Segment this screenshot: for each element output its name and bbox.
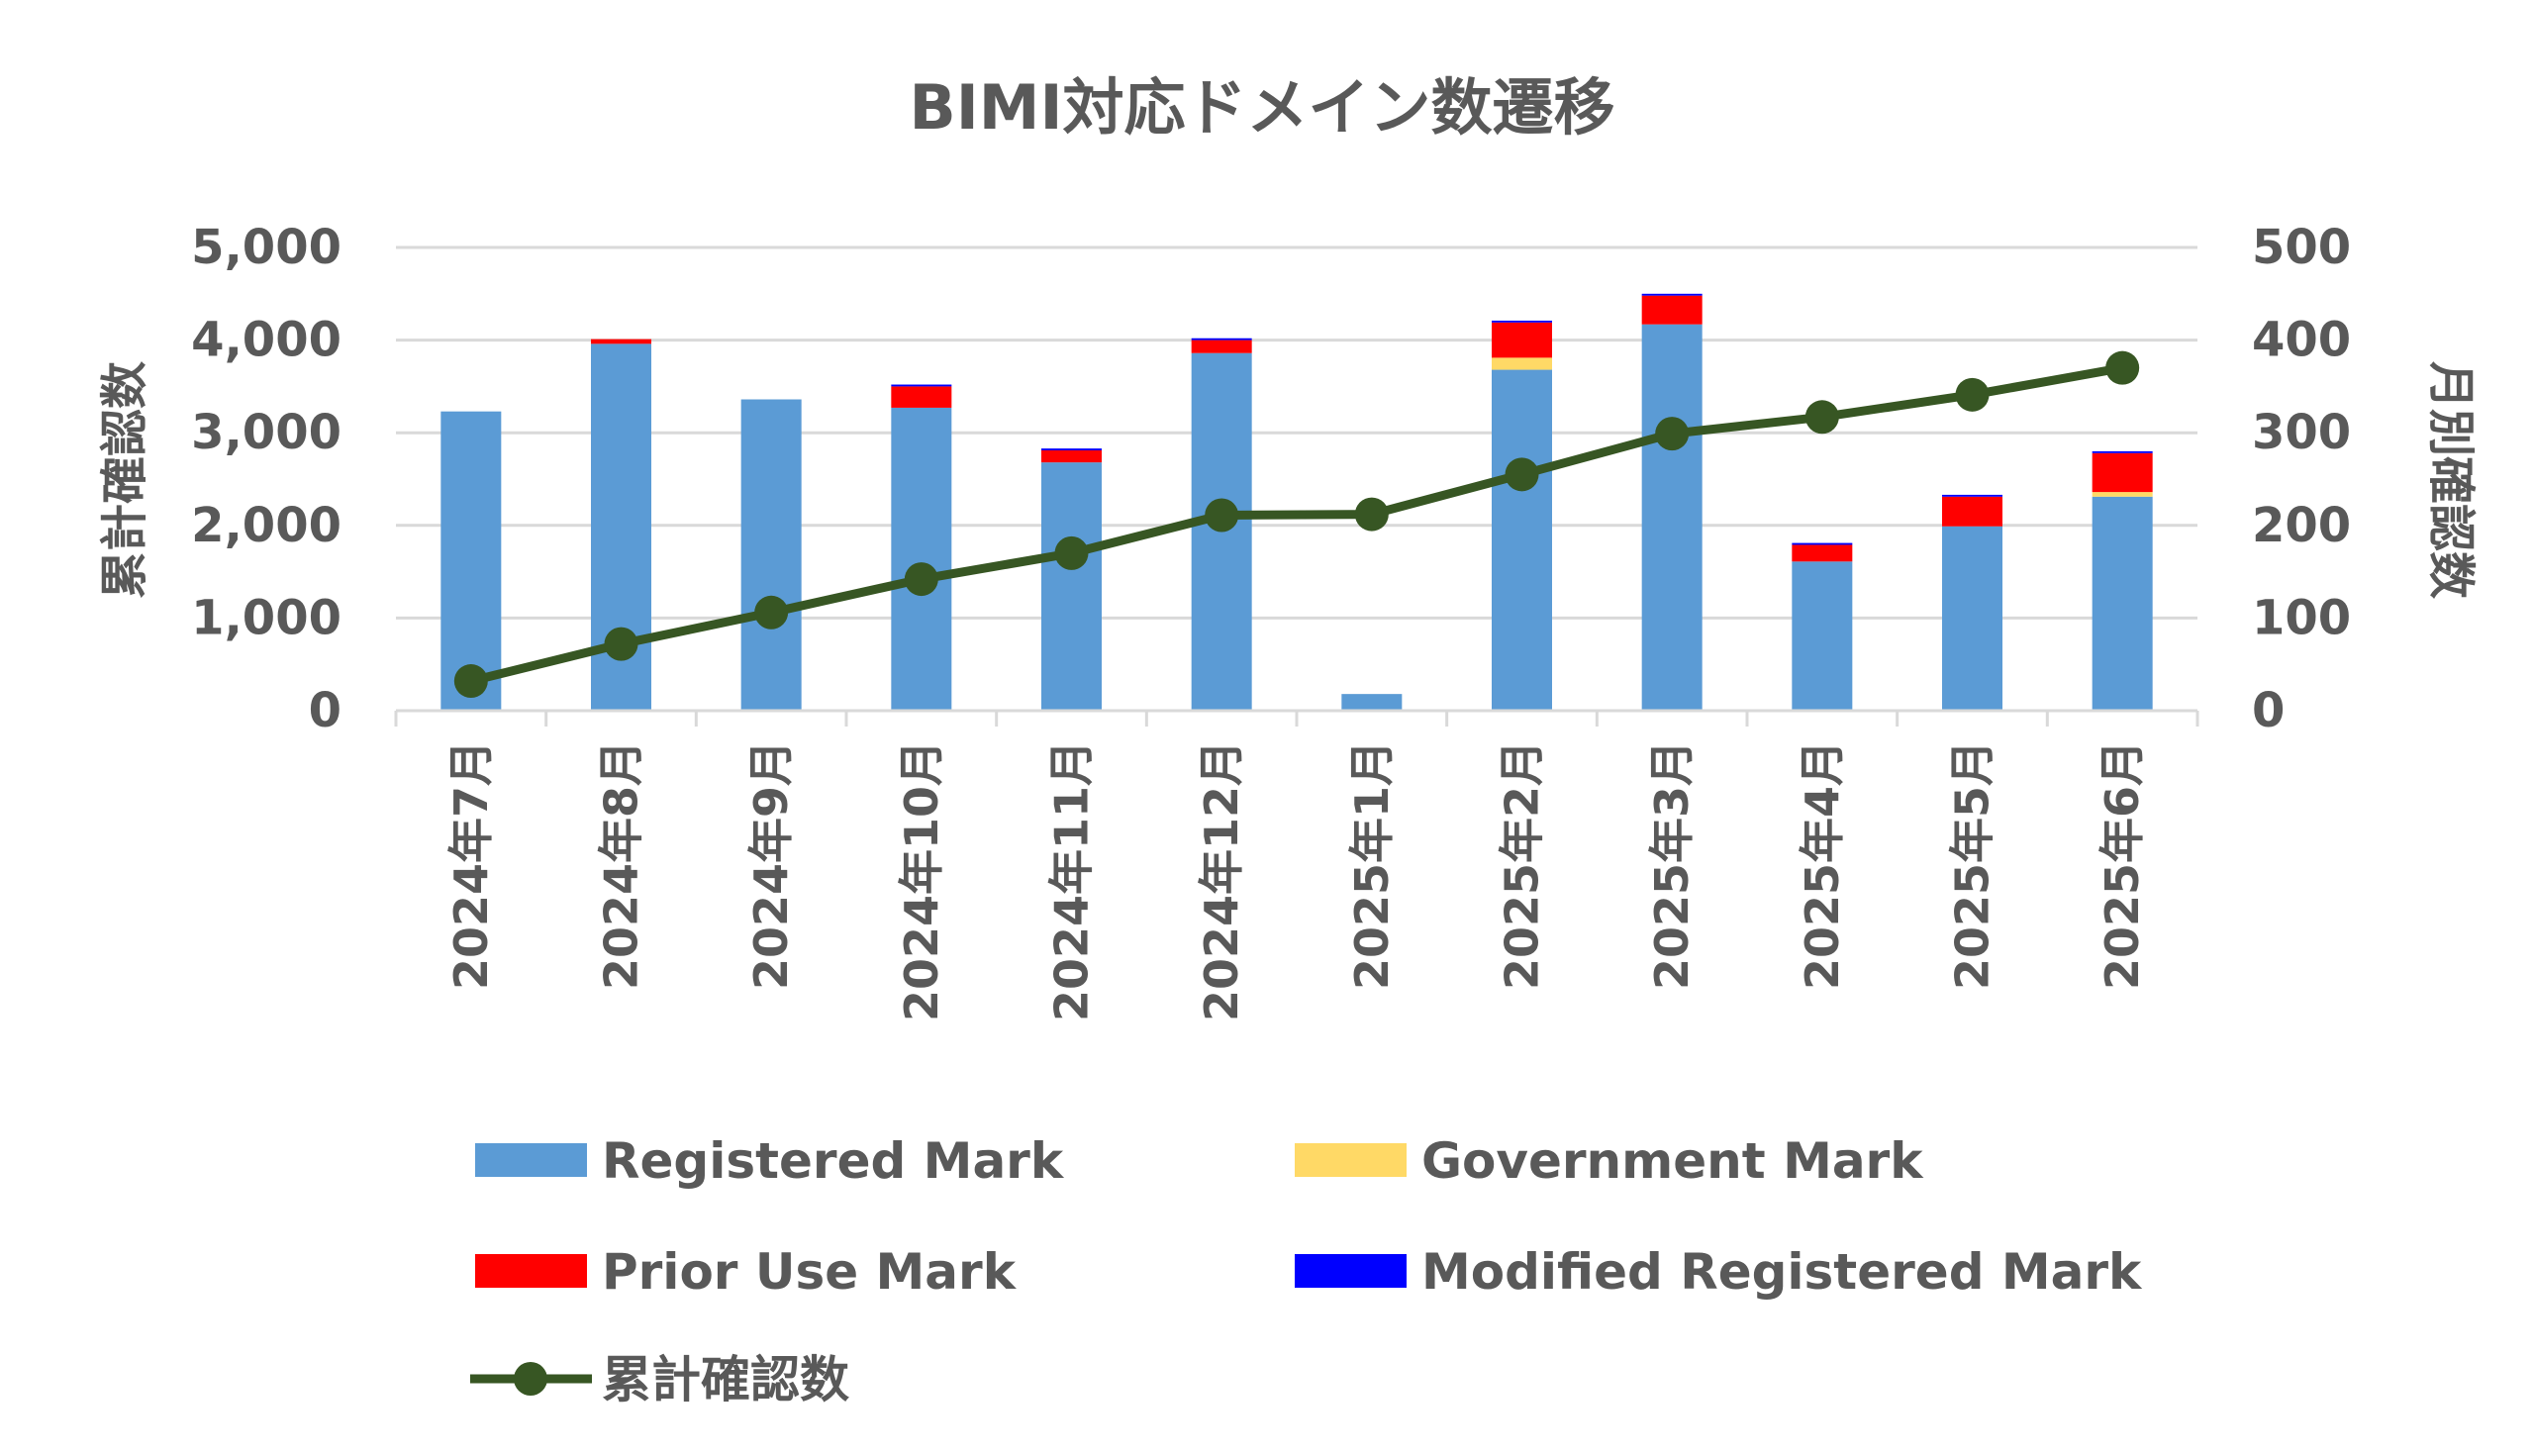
right-tick-label: 0 <box>2252 683 2285 738</box>
right-tick-label: 300 <box>2252 405 2351 460</box>
right-tick-label: 500 <box>2252 220 2351 275</box>
cumulative-point <box>1354 497 1389 532</box>
axes: 0 1,000 2,000 3,000 4,000 5,000 0 100 200 300 400 5… <box>191 220 2351 1021</box>
category-label: 2024年9月 <box>744 740 798 990</box>
bar-segment-registered-mark <box>1341 694 1403 711</box>
category-label: 2025年6月 <box>2095 740 2149 990</box>
bar-segment-government-mark <box>2092 492 2153 497</box>
category-label: 2025年5月 <box>1946 740 1999 990</box>
category-label: 2024年10月 <box>895 740 948 1021</box>
left-tick-label: 0 <box>309 683 341 738</box>
bar-segment-prior-use-mark <box>591 339 651 344</box>
legend-item: 累計確認数 <box>470 1351 849 1408</box>
legend-item: Registered Mark <box>475 1132 1065 1190</box>
right-tick-label: 100 <box>2252 590 2351 645</box>
bar-segment-modified-registered-mark <box>1191 338 1252 340</box>
bar-segment-modified-registered-mark <box>891 384 952 387</box>
cumulative-point <box>1804 400 1839 435</box>
bar-segment-registered-mark <box>891 407 952 711</box>
legend-label: Modified Registered Mark <box>1421 1243 2143 1301</box>
cumulative-point <box>604 627 638 661</box>
left-tick-label: 5,000 <box>191 220 341 275</box>
bar-segment-registered-mark <box>1041 462 1102 711</box>
cumulative-point <box>1505 457 1539 492</box>
bar-segment-registered-mark <box>2092 496 2153 711</box>
legend-item: Prior Use Mark <box>475 1243 1018 1301</box>
left-axis-title: 累計確認数 <box>97 361 152 599</box>
bar-segment-registered-mark <box>440 411 502 711</box>
category-label: 2024年12月 <box>1195 740 1248 1021</box>
cumulative-line-path <box>469 363 2123 686</box>
cumulative-point <box>754 595 789 630</box>
legend-label: Government Mark <box>1421 1132 1924 1190</box>
category-label: 2025年1月 <box>1345 740 1399 990</box>
gridlines <box>396 245 2197 620</box>
bar-segment-modified-registered-mark <box>1641 293 1703 296</box>
bar-segment-modified-registered-mark <box>1041 448 1102 450</box>
legend-swatch <box>475 1143 587 1177</box>
cumulative-point <box>2105 350 2140 385</box>
bar-segment-prior-use-mark <box>1041 449 1102 463</box>
right-axis-title: 月別確認数 <box>2423 361 2479 599</box>
legend-label: Registered Mark <box>602 1132 1065 1190</box>
bar-segment-government-mark <box>1492 357 1552 370</box>
bar-segment-prior-use-mark <box>1191 340 1252 353</box>
cumulative-point <box>1054 535 1089 570</box>
left-tick-label: 3,000 <box>191 405 341 460</box>
right-tick-label: 400 <box>2252 313 2351 368</box>
left-tick-label: 4,000 <box>191 313 341 368</box>
legend-label: 累計確認数 <box>602 1351 849 1408</box>
right-tick-label: 200 <box>2252 498 2351 553</box>
bar-segment-modified-registered-mark <box>1492 320 1552 323</box>
category-label: 2024年11月 <box>1045 740 1099 1021</box>
legend-marker <box>514 1362 547 1396</box>
bars <box>440 293 2153 711</box>
bar-segment-modified-registered-mark <box>1942 494 2002 497</box>
bar-segment-prior-use-mark <box>2092 452 2153 493</box>
legend: Registered Mark Government Mark Prior Use … <box>470 1132 2143 1408</box>
bar-segment-prior-use-mark <box>1792 544 1853 562</box>
bar-segment-registered-mark <box>1942 526 2002 711</box>
cumulative-point <box>453 664 488 699</box>
bar-segment-modified-registered-mark <box>1792 542 1853 545</box>
cumulative-line <box>453 350 2140 699</box>
bar-segment-registered-mark <box>1492 369 1552 711</box>
category-label: 2024年8月 <box>595 740 648 990</box>
left-tick-label: 2,000 <box>191 498 341 553</box>
category-label: 2025年3月 <box>1645 740 1699 990</box>
legend-label: Prior Use Mark <box>602 1243 1018 1301</box>
category-label: 2025年4月 <box>1796 740 1849 990</box>
cumulative-point <box>1655 417 1690 451</box>
cumulative-point <box>1205 498 1239 533</box>
bar-segment-registered-mark <box>1792 561 1853 711</box>
legend-item: Modified Registered Mark <box>1295 1243 2143 1301</box>
legend-swatch <box>475 1254 587 1288</box>
left-tick-label: 1,000 <box>191 590 341 645</box>
legend-swatch <box>1295 1143 1407 1177</box>
legend-item: Government Mark <box>1295 1132 1924 1190</box>
bar-segment-registered-mark <box>1641 324 1703 711</box>
bar-segment-prior-use-mark <box>1942 496 2002 527</box>
category-label: 2025年2月 <box>1496 740 1549 990</box>
chart-title: BIMI対応ドメイン数遷移 <box>909 71 1614 144</box>
category-label: 2024年7月 <box>444 740 498 990</box>
bar-segment-prior-use-mark <box>1492 322 1552 358</box>
legend-swatch <box>1295 1254 1407 1288</box>
cumulative-point <box>1955 377 1990 412</box>
bar-segment-prior-use-mark <box>1641 295 1703 325</box>
bar-segment-modified-registered-mark <box>2092 450 2153 453</box>
bar-segment-registered-mark <box>740 399 802 711</box>
bar-segment-prior-use-mark <box>891 386 952 408</box>
cumulative-point <box>904 562 938 597</box>
